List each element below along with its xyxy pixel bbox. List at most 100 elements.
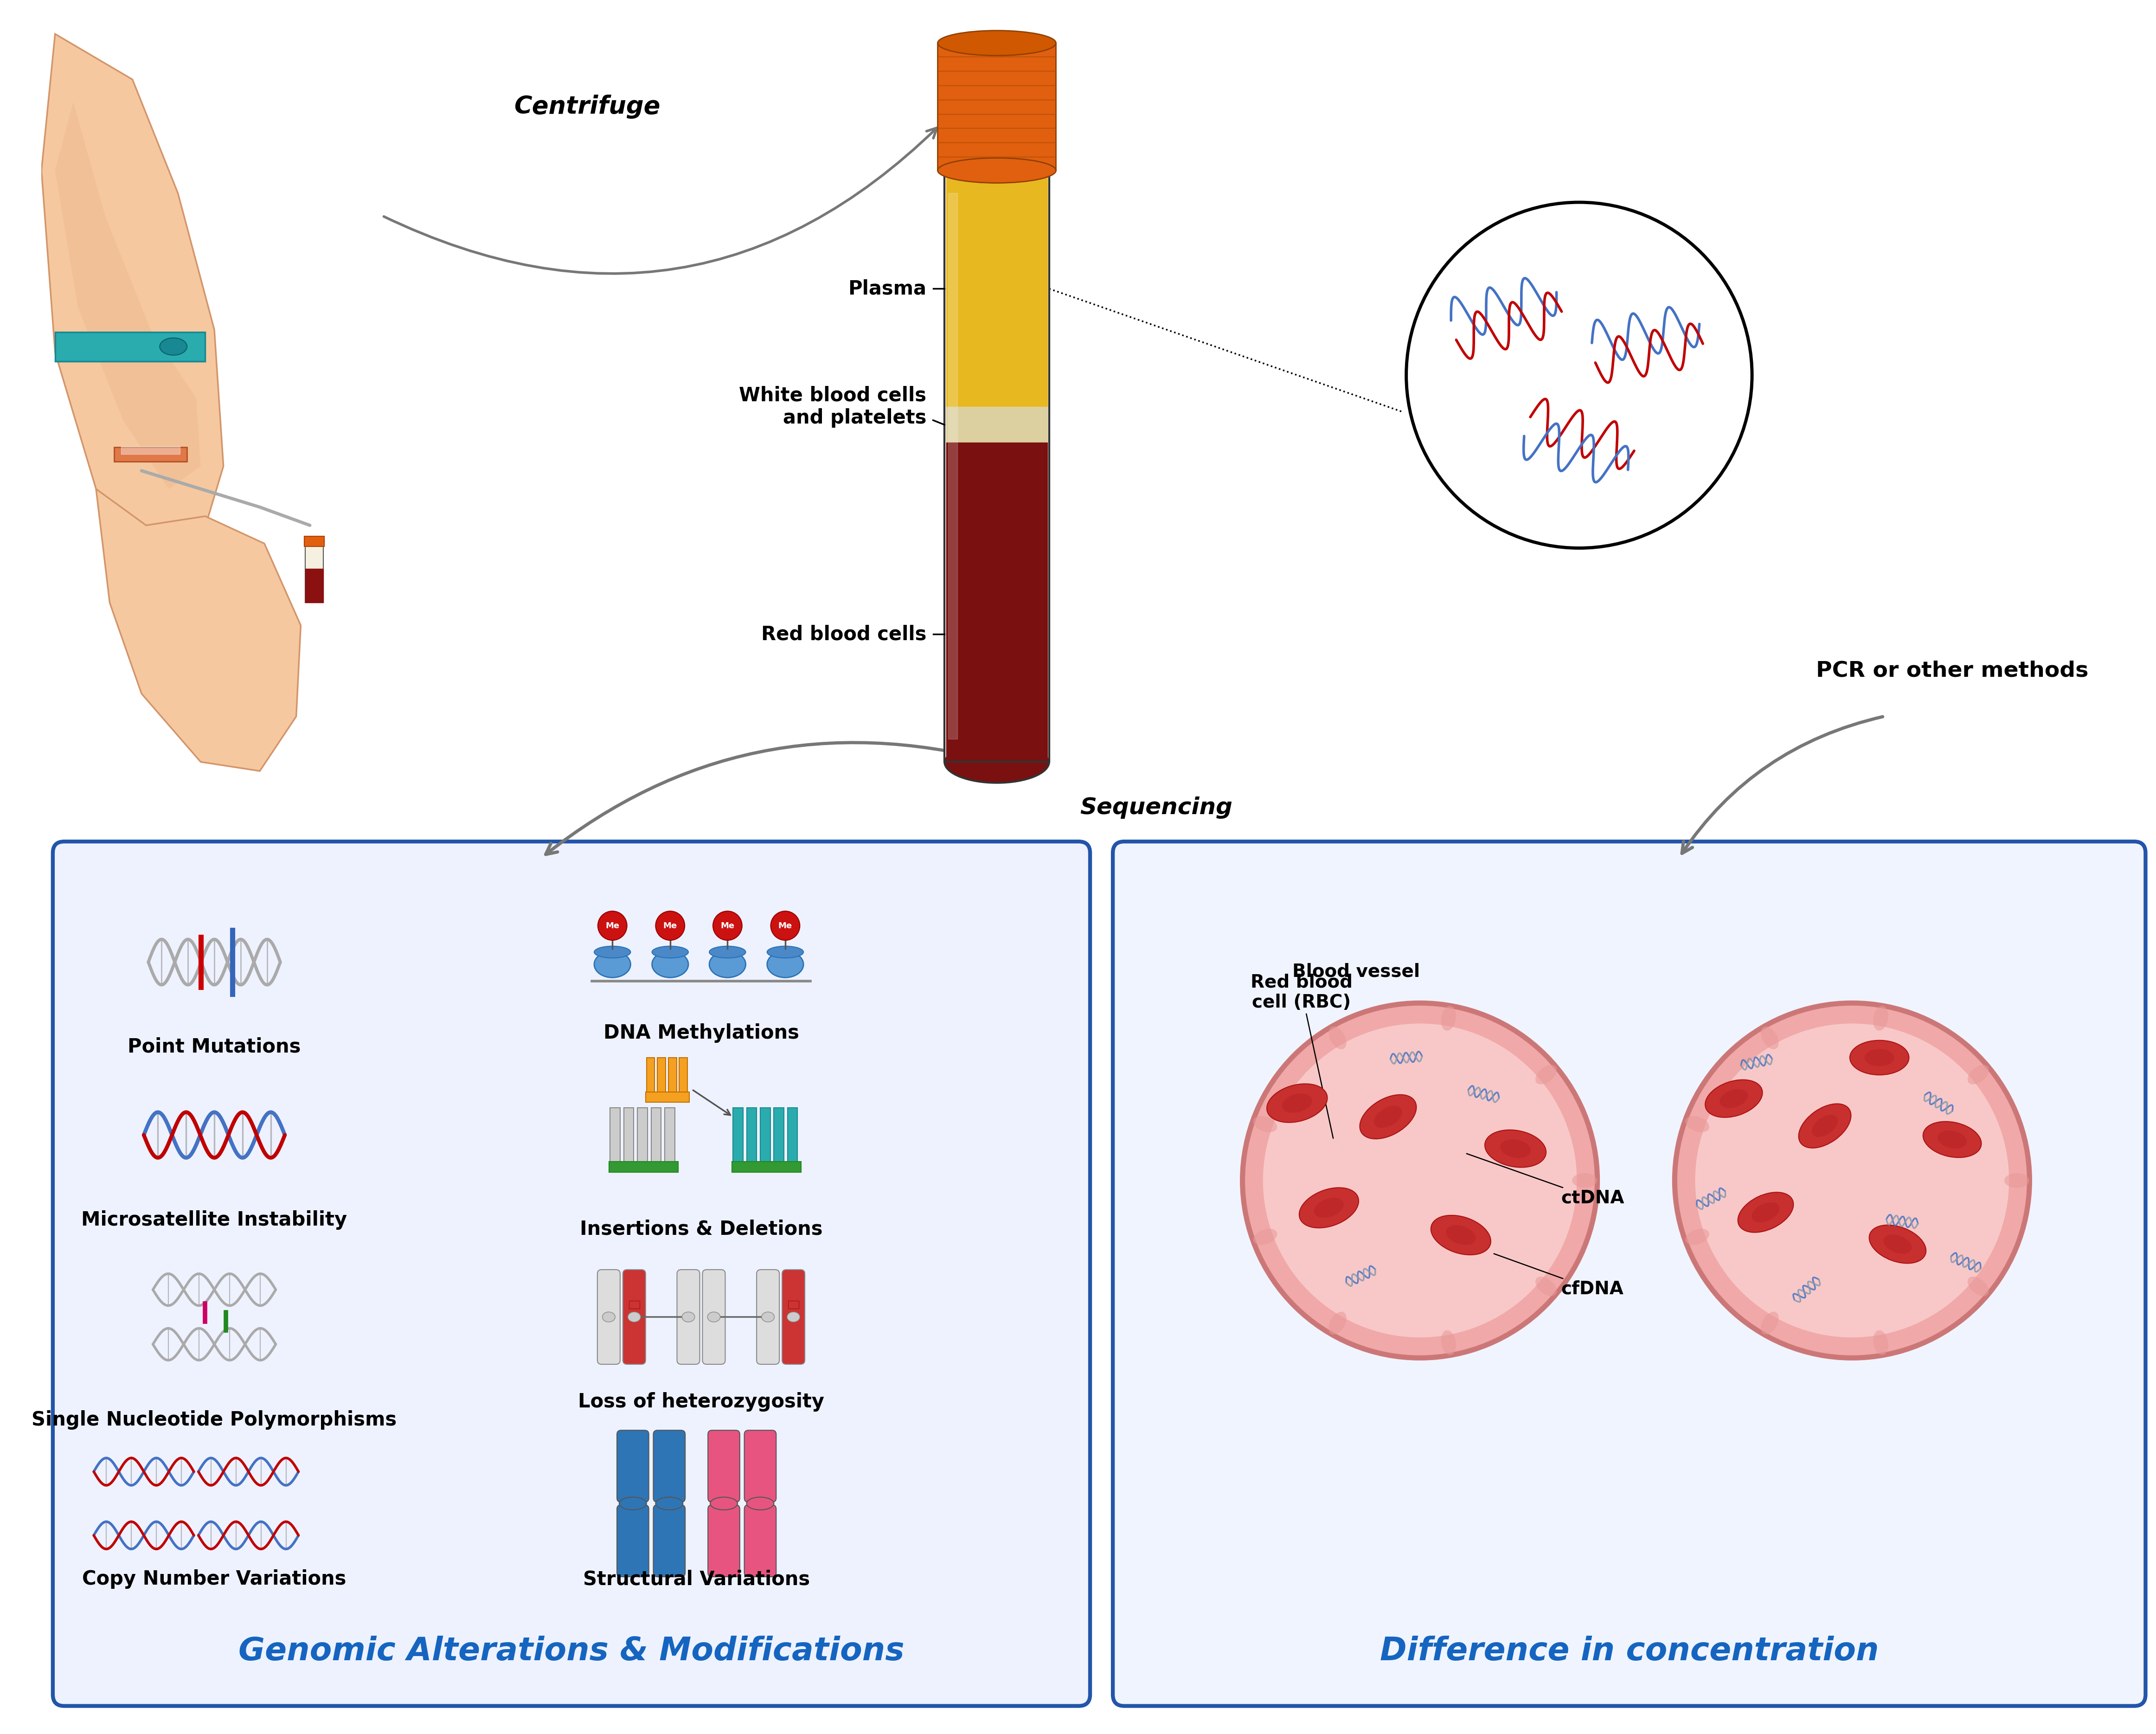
Ellipse shape [746,1496,774,1510]
FancyBboxPatch shape [597,1269,621,1365]
Ellipse shape [1268,1084,1328,1122]
Ellipse shape [1313,1198,1343,1217]
FancyBboxPatch shape [623,1269,645,1365]
Bar [114,447,188,461]
Bar [630,1300,640,1309]
Ellipse shape [946,166,1048,179]
FancyBboxPatch shape [52,841,1091,1706]
Bar [946,407,1048,442]
Ellipse shape [1572,1174,1598,1188]
Ellipse shape [1968,1065,1990,1084]
FancyBboxPatch shape [757,1269,778,1365]
Bar [304,536,323,546]
FancyBboxPatch shape [703,1269,724,1365]
Ellipse shape [1923,1122,1981,1158]
FancyBboxPatch shape [707,1505,740,1576]
Ellipse shape [1686,1117,1710,1132]
Text: PCR or other methods: PCR or other methods [1815,661,2089,681]
Bar [949,192,957,739]
Bar [610,1162,679,1172]
Circle shape [1263,1023,1576,1337]
Ellipse shape [944,740,1050,782]
Bar [56,331,205,361]
Ellipse shape [1253,1117,1276,1132]
Bar [746,1108,757,1162]
Text: Structural Variations: Structural Variations [582,1569,811,1588]
Text: Plasma: Plasma [847,279,927,298]
Ellipse shape [595,952,630,978]
Bar [733,1108,744,1162]
Ellipse shape [1535,1065,1557,1084]
Ellipse shape [1798,1105,1852,1148]
Circle shape [1675,1002,2029,1358]
Ellipse shape [1705,1080,1761,1117]
Ellipse shape [1811,1115,1837,1138]
Ellipse shape [1440,1330,1455,1354]
Text: Me: Me [606,921,619,929]
Bar [679,1058,688,1094]
Ellipse shape [938,31,1056,55]
Ellipse shape [1874,1006,1889,1030]
Bar [306,543,323,603]
Ellipse shape [1869,1224,1925,1264]
Ellipse shape [655,1496,683,1510]
Ellipse shape [1283,1094,1313,1113]
Bar [944,170,1050,761]
Ellipse shape [651,947,688,957]
Ellipse shape [709,952,746,978]
Bar [944,170,1050,761]
FancyBboxPatch shape [744,1431,776,1502]
Ellipse shape [707,1313,720,1321]
Text: Microsatellite Instability: Microsatellite Instability [82,1210,347,1229]
FancyBboxPatch shape [617,1505,649,1576]
Ellipse shape [1485,1131,1546,1167]
FancyBboxPatch shape [617,1431,649,1502]
Bar [651,1108,662,1162]
Polygon shape [97,489,300,772]
Text: Centrifuge: Centrifuge [515,95,660,120]
Ellipse shape [595,947,630,957]
Bar [774,1108,785,1162]
Text: Red blood
cell (RBC): Red blood cell (RBC) [1250,973,1352,1138]
Text: DNA Methylations: DNA Methylations [604,1023,800,1042]
FancyBboxPatch shape [1112,841,2145,1706]
Bar [658,1058,666,1094]
Ellipse shape [619,1496,647,1510]
Ellipse shape [768,952,804,978]
Ellipse shape [602,1313,614,1321]
Circle shape [1406,203,1753,548]
Ellipse shape [1968,1276,1990,1295]
FancyBboxPatch shape [783,1269,804,1365]
Bar [610,1108,621,1162]
Circle shape [770,910,800,940]
Ellipse shape [1535,1276,1557,1295]
Bar [946,442,1048,759]
Polygon shape [41,35,224,579]
Ellipse shape [1884,1235,1912,1254]
Text: Copy Number Variations: Copy Number Variations [82,1569,347,1588]
Ellipse shape [761,1313,774,1321]
Bar [733,1162,802,1172]
Bar [787,1300,800,1309]
Ellipse shape [1761,1311,1779,1335]
Text: cfDNA: cfDNA [1494,1254,1623,1299]
Ellipse shape [1440,1006,1455,1030]
Bar [645,1092,690,1103]
Polygon shape [56,102,201,489]
Ellipse shape [709,1496,737,1510]
Text: Insertions & Deletions: Insertions & Deletions [580,1219,824,1238]
Bar [938,43,1056,170]
Bar [761,1108,770,1162]
FancyBboxPatch shape [653,1505,686,1576]
Bar [664,1108,675,1162]
Ellipse shape [1432,1216,1490,1255]
Ellipse shape [1738,1193,1794,1233]
Bar [647,1058,655,1094]
Ellipse shape [1253,1229,1276,1245]
Ellipse shape [627,1313,640,1321]
Ellipse shape [681,1313,694,1321]
Text: Me: Me [664,921,677,929]
Ellipse shape [1360,1094,1416,1139]
Text: Difference in concentration: Difference in concentration [1380,1635,1878,1666]
FancyBboxPatch shape [744,1505,776,1576]
